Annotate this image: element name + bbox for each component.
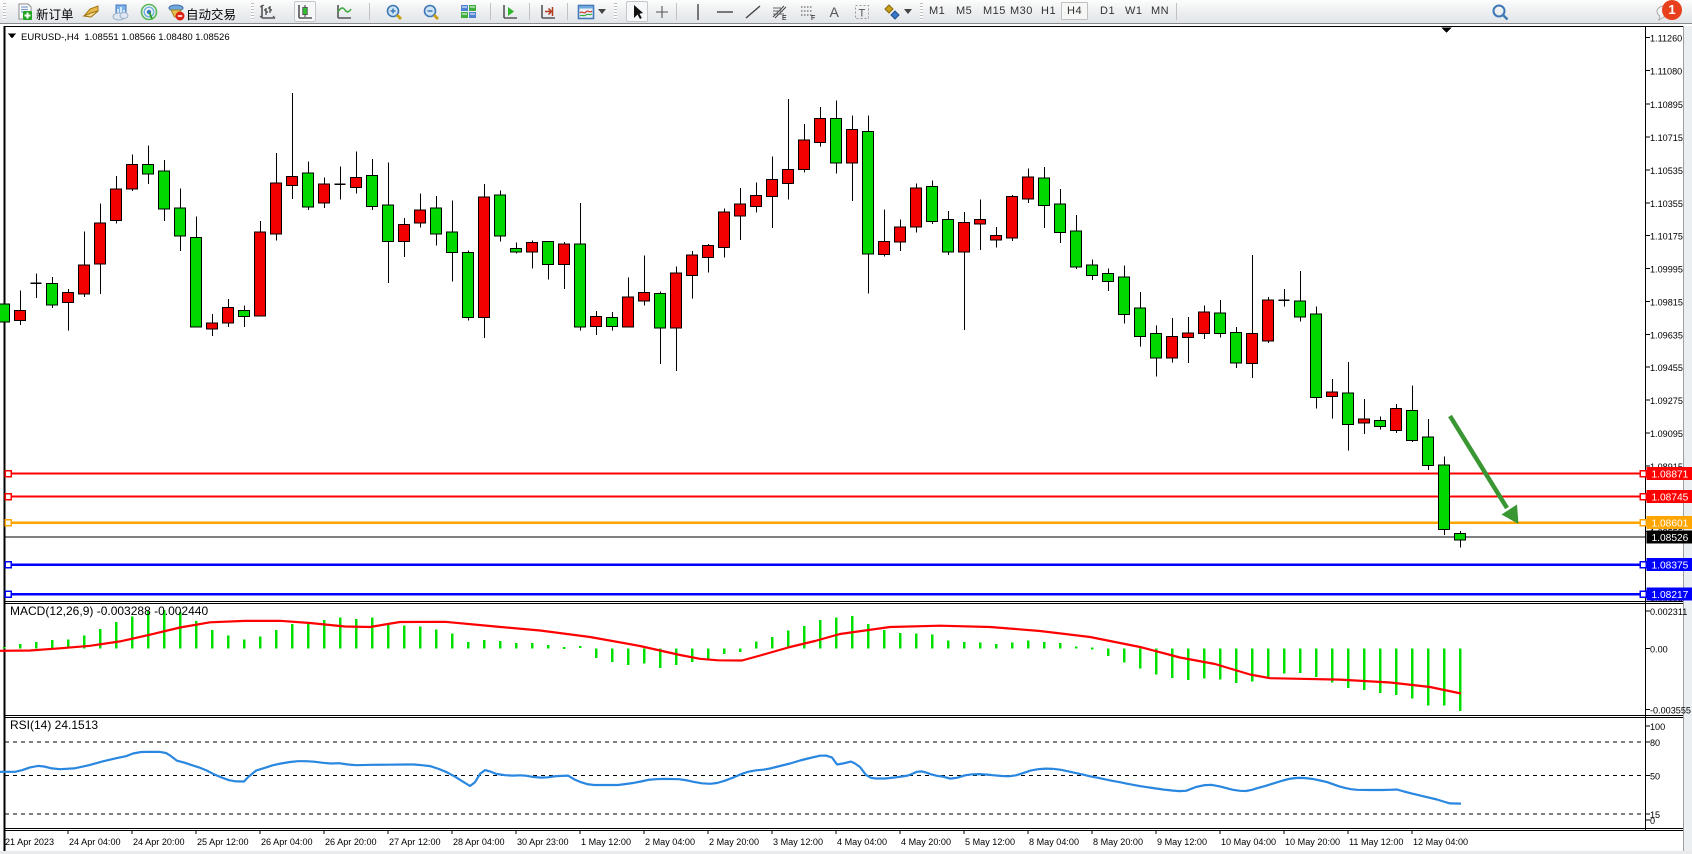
svg-text:1.10535: 1.10535	[1650, 166, 1683, 176]
svg-text:1.08871: 1.08871	[1652, 470, 1689, 481]
svg-text:10 May 04:00: 10 May 04:00	[1221, 837, 1276, 847]
svg-text:1.09455: 1.09455	[1650, 363, 1683, 373]
svg-text:T: T	[859, 7, 866, 19]
svg-text:1.10715: 1.10715	[1650, 133, 1683, 143]
svg-text:50: 50	[1650, 772, 1660, 782]
svg-text:1.09275: 1.09275	[1650, 396, 1683, 406]
svg-text:10 May 20:00: 10 May 20:00	[1285, 837, 1340, 847]
svg-text:1.09635: 1.09635	[1650, 330, 1683, 340]
svg-text:1.10175: 1.10175	[1650, 232, 1683, 242]
svg-text:1 May 12:00: 1 May 12:00	[581, 837, 631, 847]
svg-text:E: E	[782, 15, 787, 21]
svg-text:26 Apr 04:00: 26 Apr 04:00	[261, 837, 313, 847]
svg-text:28 Apr 04:00: 28 Apr 04:00	[453, 837, 505, 847]
svg-text:F: F	[811, 15, 815, 21]
svg-text:1.10355: 1.10355	[1650, 199, 1683, 209]
svg-text:2 May 04:00: 2 May 04:00	[645, 837, 695, 847]
svg-text:80: 80	[1650, 738, 1660, 748]
svg-text:4 May 04:00: 4 May 04:00	[837, 837, 887, 847]
svg-text:-0.003555: -0.003555	[1650, 706, 1691, 716]
svg-text:5 May 12:00: 5 May 12:00	[965, 837, 1015, 847]
svg-text:RSI(14) 24.1513: RSI(14) 24.1513	[10, 718, 98, 732]
svg-text:1.09095: 1.09095	[1650, 429, 1683, 439]
svg-text:1.10895: 1.10895	[1650, 100, 1683, 110]
svg-text:11 May 12:00: 11 May 12:00	[1349, 837, 1403, 847]
svg-text:25 Apr 12:00: 25 Apr 12:00	[197, 837, 249, 847]
svg-text:1.11080: 1.11080	[1650, 66, 1682, 76]
svg-text:3 May 12:00: 3 May 12:00	[773, 837, 823, 847]
svg-text:1.08375: 1.08375	[1652, 561, 1689, 572]
svg-text:1.08217: 1.08217	[1652, 590, 1689, 601]
svg-text:1.11260: 1.11260	[1650, 33, 1682, 43]
svg-text:27 Apr 12:00: 27 Apr 12:00	[389, 837, 441, 847]
svg-text:2 May 20:00: 2 May 20:00	[709, 837, 759, 847]
svg-text:8 May 04:00: 8 May 04:00	[1029, 837, 1079, 847]
svg-text:21 Apr 2023: 21 Apr 2023	[5, 837, 54, 847]
svg-text:1.08601: 1.08601	[1652, 519, 1689, 530]
svg-text:MACD(12,26,9) -0.003288 -0.002: MACD(12,26,9) -0.003288 -0.002440	[10, 604, 208, 618]
svg-text:24 Apr 20:00: 24 Apr 20:00	[133, 837, 185, 847]
svg-text:1.09995: 1.09995	[1650, 265, 1683, 275]
svg-text:0.002311: 0.002311	[1650, 607, 1687, 617]
svg-text:15: 15	[1650, 810, 1660, 820]
svg-text:4 May 20:00: 4 May 20:00	[901, 837, 951, 847]
svg-text:A: A	[830, 4, 840, 20]
svg-text:1.08915: 1.08915	[1650, 462, 1683, 472]
svg-text:12 May 04:00: 12 May 04:00	[1413, 837, 1468, 847]
svg-text:24 Apr 04:00: 24 Apr 04:00	[69, 837, 121, 847]
svg-text:30 Apr 23:00: 30 Apr 23:00	[517, 837, 569, 847]
svg-text:26 Apr 20:00: 26 Apr 20:00	[325, 837, 377, 847]
svg-text:1.08745: 1.08745	[1652, 493, 1689, 504]
svg-text:9 May 12:00: 9 May 12:00	[1157, 837, 1207, 847]
svg-text:0: 0	[1650, 816, 1655, 826]
svg-text:0.00: 0.00	[1650, 644, 1668, 654]
svg-text:EURUSD-,H4 1.08551 1.08566 1.: EURUSD-,H4 1.08551 1.08566 1.08480 1.085…	[21, 32, 230, 43]
svg-text:8 May 20:00: 8 May 20:00	[1093, 837, 1143, 847]
svg-text:100: 100	[1650, 722, 1665, 732]
svg-text:1.08526: 1.08526	[1652, 533, 1689, 544]
svg-text:1.09815: 1.09815	[1650, 297, 1683, 307]
